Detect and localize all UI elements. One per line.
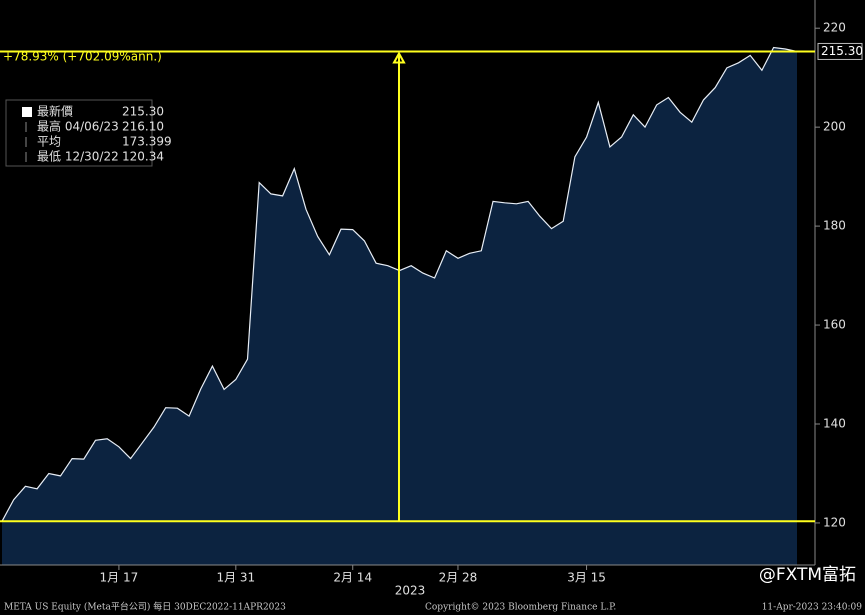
y-tick-label: 160	[823, 318, 846, 332]
footer-center: Copyright© 2023 Bloomberg Finance L.P.	[425, 603, 616, 613]
y-tick-label: 180	[823, 219, 846, 233]
legend-label: 最低 12/30/22	[37, 150, 119, 164]
y-tick-label: 120	[823, 515, 846, 529]
x-tick-label: 1月 31	[216, 571, 255, 585]
footer-right: 11-Apr-2023 23:40:09	[762, 603, 863, 613]
legend-value: 215.30	[122, 105, 164, 119]
y-tick-label: 220	[823, 21, 846, 35]
x-tick-label: 2月 14	[333, 571, 372, 585]
legend-value: 173.399	[122, 135, 172, 149]
x-tick-label: 2月 28	[439, 571, 478, 585]
x-tick-label: 3月 15	[567, 571, 606, 585]
legend-value: 216.10	[122, 120, 164, 134]
legend-label: 最新價	[37, 104, 73, 119]
annotation: +78.93% (+702.09%ann.)	[3, 50, 162, 64]
legend-value: 120.34	[122, 150, 164, 164]
arrow-head	[392, 51, 406, 64]
footer-left: META US Equity (Meta平台公司) 每日 30DEC2022-1…	[4, 601, 286, 613]
legend-label: 最高 04/06/23	[37, 119, 119, 134]
last-price-box	[817, 42, 863, 60]
year-label: 2023	[395, 584, 426, 598]
y-tick-label: 140	[823, 416, 846, 430]
last-price-label: 215.30	[821, 44, 863, 58]
legend-swatch	[22, 107, 32, 117]
x-tick-label: 1月 17	[100, 571, 139, 585]
legend-label: 平均	[37, 135, 61, 149]
watermark: @FXTM富拓	[759, 565, 856, 585]
y-tick-label: 200	[823, 120, 846, 134]
